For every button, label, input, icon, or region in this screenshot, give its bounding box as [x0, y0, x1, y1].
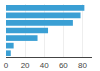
svg-text:20: 20: [21, 61, 30, 70]
svg-text:40: 40: [40, 61, 49, 70]
svg-text:80: 80: [78, 61, 87, 70]
svg-text:60: 60: [59, 61, 68, 70]
svg-text:0: 0: [4, 61, 9, 70]
